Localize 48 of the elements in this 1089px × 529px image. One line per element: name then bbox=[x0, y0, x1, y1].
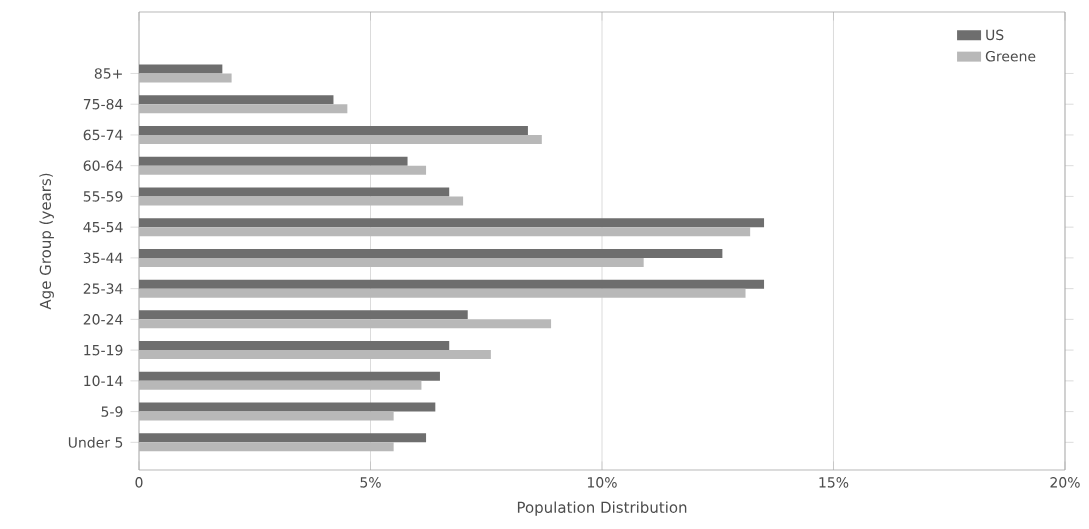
bar bbox=[139, 187, 450, 197]
bar bbox=[139, 433, 427, 443]
y-tick-label: 85+ bbox=[94, 68, 122, 79]
bar bbox=[139, 248, 723, 258]
y-tick-label: 5-9 bbox=[101, 406, 123, 417]
bar bbox=[139, 73, 232, 83]
bar bbox=[139, 64, 223, 74]
bar bbox=[139, 288, 746, 298]
y-tick-label: 35-44 bbox=[83, 252, 123, 264]
bar bbox=[139, 310, 468, 320]
x-tick-label: 15% bbox=[819, 477, 849, 488]
y-tick-label: 65-74 bbox=[83, 129, 123, 141]
bar bbox=[139, 156, 408, 166]
y-tick-label: 75-84 bbox=[83, 98, 123, 110]
y-tick-label: 55-59 bbox=[83, 191, 123, 202]
bar bbox=[139, 350, 491, 360]
bar bbox=[139, 218, 765, 228]
bar bbox=[139, 319, 552, 329]
x-tick-label: 20% bbox=[1050, 477, 1080, 488]
bar bbox=[139, 104, 348, 114]
legend-label: Greene bbox=[985, 50, 1036, 62]
bar bbox=[139, 257, 644, 267]
legend-label: US bbox=[986, 29, 1004, 41]
bar bbox=[139, 165, 427, 175]
bar bbox=[139, 227, 751, 237]
y-tick-label: 60-64 bbox=[83, 160, 123, 171]
bar bbox=[139, 196, 464, 206]
y-axis-title: Age Group (years) bbox=[39, 173, 54, 310]
y-tick-label: 25-34 bbox=[83, 283, 123, 294]
x-tick-label: 10% bbox=[587, 477, 617, 488]
x-tick-label: 5% bbox=[360, 477, 381, 488]
bar bbox=[139, 279, 765, 289]
x-axis-title: Population Distribution bbox=[517, 501, 687, 516]
bar bbox=[139, 95, 334, 105]
bar bbox=[139, 411, 394, 421]
bar bbox=[139, 134, 542, 144]
bar bbox=[139, 402, 436, 412]
y-tick-label: 15-19 bbox=[84, 344, 123, 356]
x-tick-label: 0 bbox=[135, 477, 143, 488]
bar bbox=[139, 442, 394, 452]
bar bbox=[139, 371, 440, 381]
y-tick-label: 10-14 bbox=[84, 375, 123, 387]
y-tick-label: 20-24 bbox=[83, 314, 123, 325]
y-tick-label: 45-54 bbox=[83, 221, 123, 233]
y-tick-label: Under 5 bbox=[68, 436, 123, 448]
bar bbox=[139, 125, 528, 135]
bar bbox=[139, 380, 422, 390]
bar bbox=[139, 341, 450, 351]
